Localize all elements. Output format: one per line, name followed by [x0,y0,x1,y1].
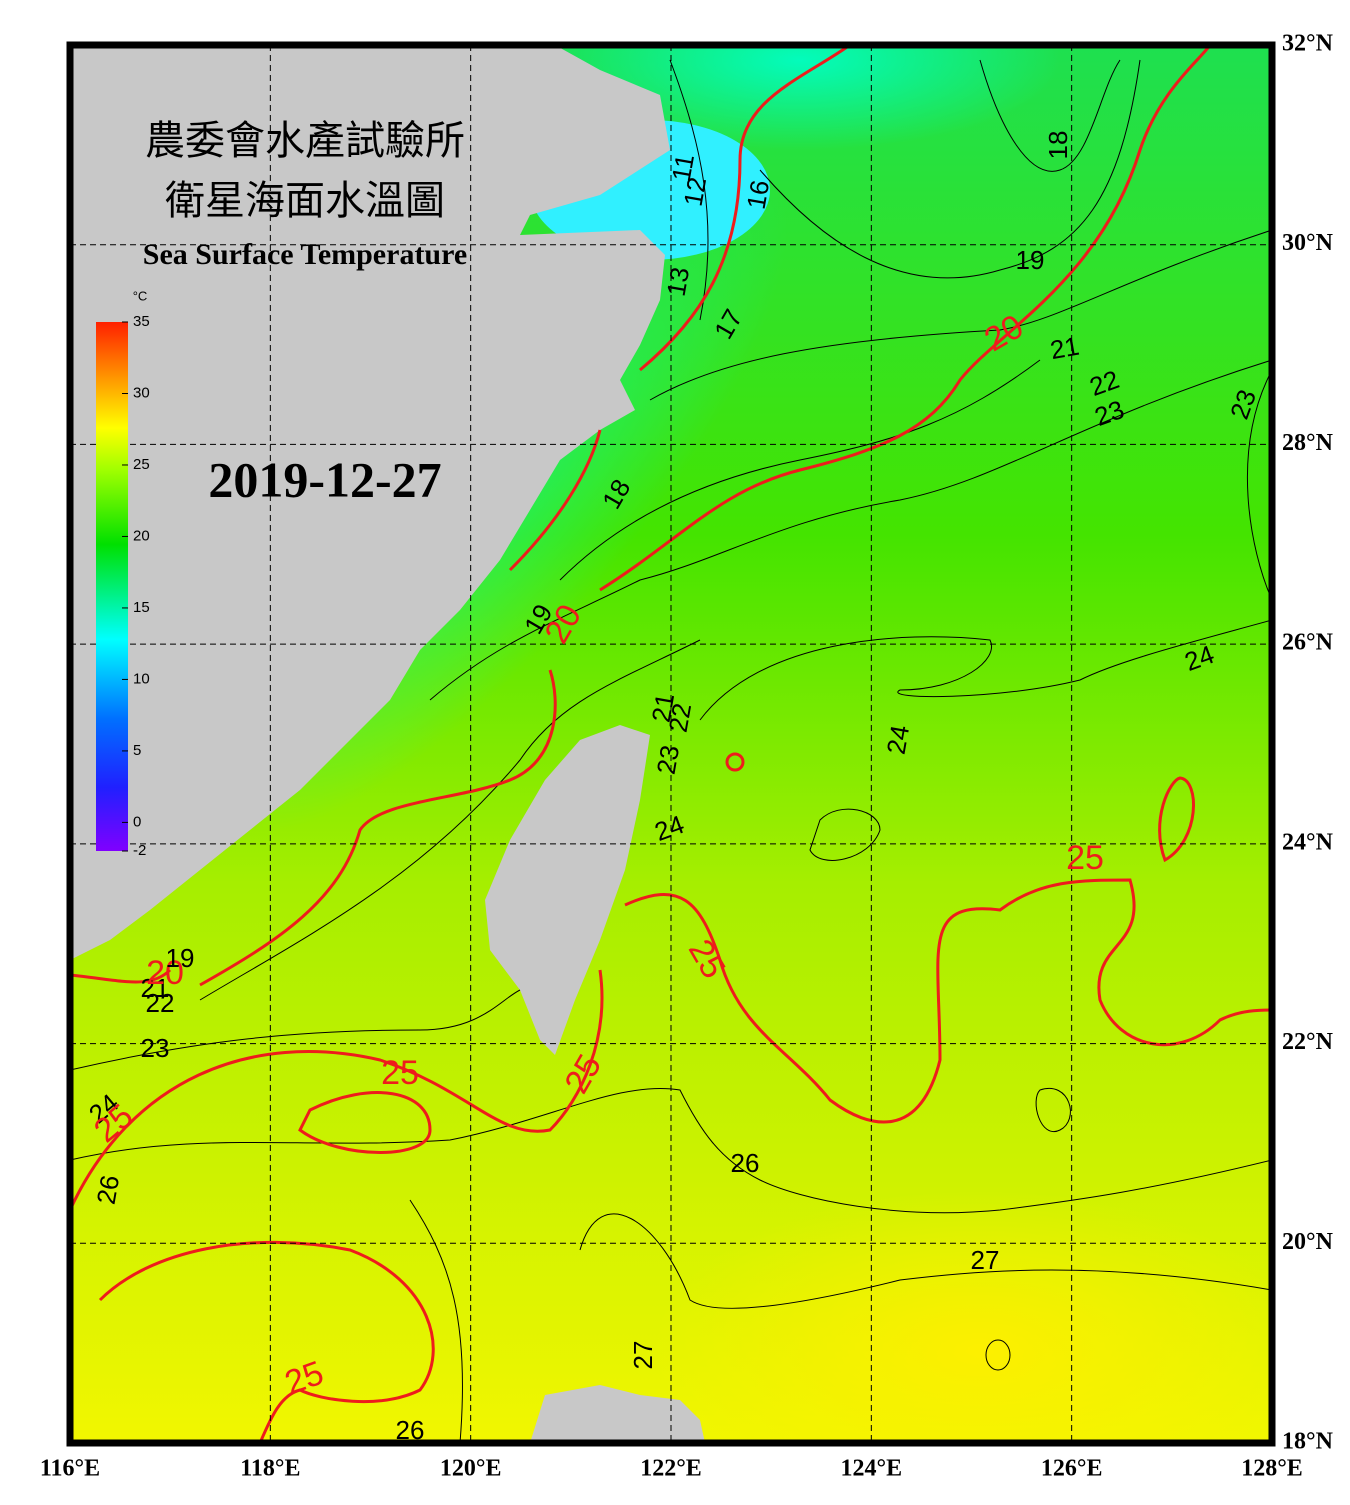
x-tick-label: 122°E [640,1456,702,1482]
isotherm [985,1339,1011,1371]
y-tick-label: 30°N [1282,230,1334,256]
isotherm [579,1213,1272,1309]
isotherm [70,968,172,984]
contour-label-major: 25 [381,1054,419,1092]
contour-label: 13 [661,265,696,299]
colorbar-tick-label: 0 [133,813,141,830]
colorbar-tick-label: 35 [133,313,150,330]
x-tick-label: 128°E [1241,1456,1303,1482]
isotherm [649,229,1272,401]
colorbar-tick-label: 10 [133,670,150,687]
axis-labels: 116°E 118°E 120°E 122°E 124°E 126°E 128°E18°N 2… [40,31,1334,1482]
contour-label: 26 [731,1148,760,1178]
colorbar-tick-label: 5 [133,742,141,759]
isotherm [669,59,709,321]
contour-label: 22 [146,988,175,1018]
isotherm [624,878,1272,1124]
y-tick-label: 26°N [1282,630,1334,656]
map-frame [66,41,1276,1447]
y-tick-label: 24°N [1282,829,1334,855]
contour-label: 21 [1048,331,1082,366]
y-tick-label: 28°N [1282,430,1334,456]
x-tick-label: 118°E [240,1456,300,1482]
isotherm [70,989,521,1071]
colorbar-tick-label: -2 [133,842,146,859]
taiwan [485,725,650,1055]
contour-label: 27 [628,1341,658,1370]
subtitle: Sea Surface Temperature [143,238,467,271]
y-tick-label: 18°N [1282,1429,1334,1455]
isotherm [979,59,1121,172]
y-tick-label: 20°N [1282,1229,1334,1255]
colorbar-unit: °C [133,288,148,303]
isotherm [639,45,851,372]
colorbar-tick-label: 20 [133,527,150,544]
date: 2019-12-27 [208,451,441,507]
isotherm [599,45,1212,592]
title-line: 農委會水產試驗所 [145,118,465,163]
y-tick-label: 22°N [1282,1029,1334,1055]
contour-label: 27 [971,1245,1000,1275]
colorbar-tick-label: 30 [133,384,150,401]
isotherm [199,669,557,987]
contour-label: 19 [166,943,195,973]
contour-label-major: 25 [1066,839,1104,877]
colorbar [96,322,128,851]
title-line: 衛星海面水溫圖 [165,178,445,223]
contour-label: 26 [396,1415,425,1445]
contour-label: 18 [1043,131,1073,160]
contour-label-major: 20 [146,954,184,992]
x-tick-label: 116°E [40,1456,100,1482]
isotherm [1158,776,1195,863]
isotherm [70,969,604,1211]
isotherm [759,59,1141,279]
contour-label: 23 [141,1033,170,1063]
y-tick-label: 32°N [1282,31,1334,57]
isotherm [199,639,701,1001]
isotherm [409,1199,464,1443]
isotherm [429,359,1272,701]
warm-pool [650,1190,1272,1443]
isotherm [1035,1087,1071,1133]
contour-label: 21 [141,973,170,1003]
isotherm [1246,369,1272,601]
contour-label: 26 [91,1173,126,1207]
contour-label: 12 [678,175,713,209]
isotherm [298,1091,432,1154]
isotherm [809,808,881,861]
isotherm [725,752,745,772]
x-tick-label: 120°E [440,1456,502,1482]
isotherm [98,1240,435,1443]
contour-label: 21 [646,691,681,725]
contour-label: 24 [881,723,916,757]
isotherm [559,359,1041,581]
colorbar-tick-label: 15 [133,599,150,616]
graticule [70,45,1272,1443]
luzon [530,1385,705,1443]
x-tick-label: 124°E [841,1456,903,1482]
contour-label: 16 [741,178,776,212]
contour-label: 11 [666,152,700,184]
contour-label: 22 [663,701,698,735]
contour-label: 23 [651,743,686,777]
isotherm [699,619,1272,721]
mainland [70,45,670,960]
colorbar-ticks: 35 30 25 20 15 10 5 0 -2 [122,313,150,859]
contour-label: 19 [1016,245,1045,275]
x-tick-label: 126°E [1041,1456,1103,1482]
colorbar-tick-label: 25 [133,456,150,473]
